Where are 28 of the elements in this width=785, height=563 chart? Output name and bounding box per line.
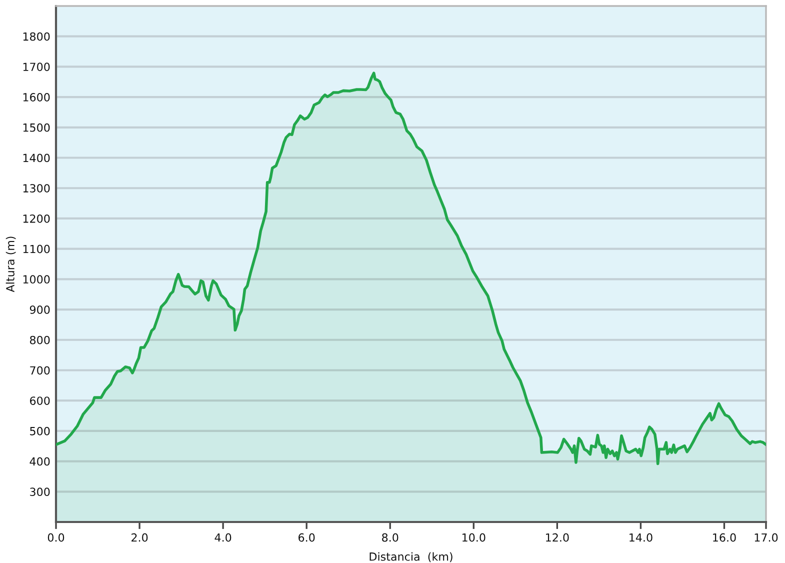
x-tick-label: 8.0 (382, 533, 398, 542)
y-tick-label: 1200 (23, 214, 50, 223)
y-tick-label: 1800 (23, 32, 50, 41)
x-tick-label: 17.0 (754, 533, 778, 542)
y-tick-label: 1000 (23, 275, 50, 284)
y-tick-label: 1300 (23, 184, 50, 192)
y-axis-title: Altura (m) (6, 236, 16, 292)
y-tick-label: 700 (30, 366, 50, 375)
x-tick-label: 10.0 (462, 533, 486, 542)
y-tick-label: 600 (30, 396, 50, 405)
x-tick-label: 14.0 (630, 533, 652, 542)
y-tick-label: 900 (30, 306, 50, 314)
y-tick-label: 1400 (23, 154, 50, 162)
y-tick-label: 300 (30, 488, 50, 496)
y-tick-label: 400 (30, 457, 50, 466)
x-tick-label: 16.0 (713, 533, 736, 542)
x-axis-title: Distancia (km) (370, 552, 452, 562)
x-tick-label: 4.0 (214, 533, 232, 542)
y-tick-label: 1100 (23, 244, 50, 254)
y-tick-label: 1600 (23, 93, 50, 102)
x-tick-label: 0.0 (48, 533, 64, 542)
y-tick-label: 1500 (23, 123, 50, 132)
y-tick-label: 500 (30, 426, 50, 436)
x-tick-label: 2.0 (132, 533, 148, 542)
x-tick-label: 12.0 (546, 533, 569, 542)
x-tick-label: 6.0 (298, 533, 315, 542)
y-tick-label: 800 (30, 336, 50, 344)
y-tick-label: 1700 (23, 62, 50, 72)
